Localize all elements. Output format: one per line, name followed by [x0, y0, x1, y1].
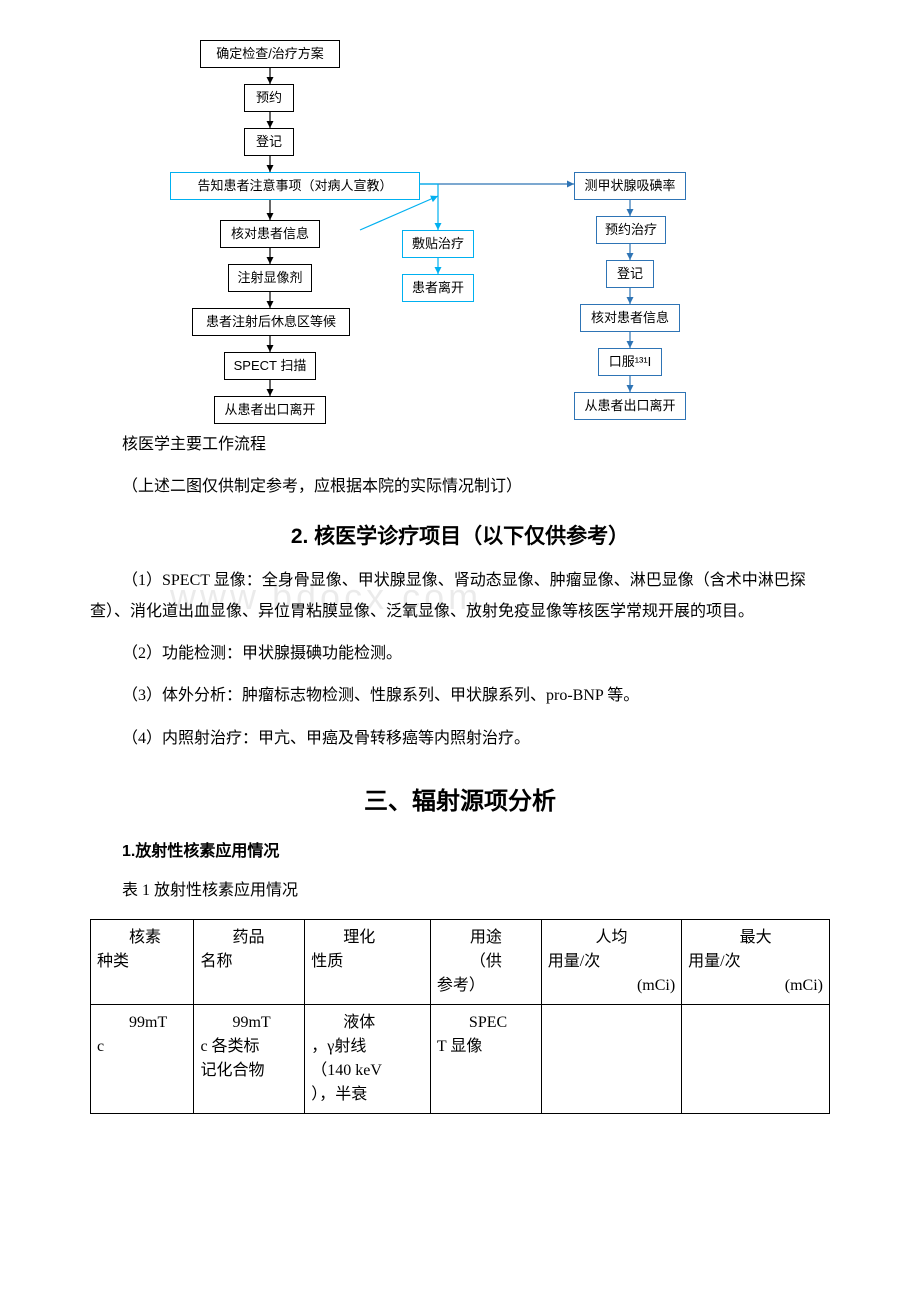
table-cell: 液体，γ射线（140 keV），半衰	[305, 1004, 431, 1113]
flow-node-n1: 确定检查/治疗方案	[200, 40, 340, 68]
flow-node-n10: 敷贴治疗	[402, 230, 474, 258]
heading-projects: 2. 核医学诊疗项目（以下仅供参考）	[90, 521, 830, 553]
table-col-4: 人均用量/次(mCi)	[541, 919, 681, 1004]
paragraph-3: （3）体外分析：肿瘤标志物检测、性腺系列、甲状腺系列、pro-BNP 等。	[90, 681, 830, 711]
flow-node-n13: 预约治疗	[596, 216, 666, 244]
subheading-1: 1.放射性核素应用情况	[90, 840, 830, 864]
paragraph-4: （4）内照射治疗：甲亢、甲癌及骨转移癌等内照射治疗。	[90, 724, 830, 754]
flow-node-n7: 患者注射后休息区等候	[192, 308, 350, 336]
table-cell	[682, 1004, 830, 1113]
nuclide-table: 核素种类 药品名称 理化性质用途（供参考）人均用量/次(mCi)最大用量/次(m…	[90, 919, 830, 1114]
table-col-3: 用途（供参考）	[430, 919, 541, 1004]
table-cell: 99mTc 各类标记化合物	[194, 1004, 305, 1113]
flow-node-n3: 登记	[244, 128, 294, 156]
flow-node-n4: 告知患者注意事项（对病人宣教）	[170, 172, 420, 200]
flow-node-n14: 登记	[606, 260, 654, 288]
flowchart-note: （上述二图仅供制定参考，应根据本院的实际情况制订）	[90, 472, 830, 502]
flow-node-n15: 核对患者信息	[580, 304, 680, 332]
table-header-row: 核素种类 药品名称 理化性质用途（供参考）人均用量/次(mCi)最大用量/次(m…	[91, 919, 830, 1004]
table-col-1: 药品名称	[194, 919, 305, 1004]
flow-node-n2: 预约	[244, 84, 294, 112]
table-body: 99mTc 99mTc 各类标记化合物 液体，γ射线（140 keV），半衰 S…	[91, 1004, 830, 1113]
heading-section-3: 三、辐射源项分析	[90, 784, 830, 820]
paragraph-1: （1）SPECT 显像：全身骨显像、甲状腺显像、肾动态显像、肿瘤显像、淋巴显像（…	[90, 566, 830, 627]
flow-node-n16: 口服¹³¹I	[598, 348, 662, 376]
flow-node-n12: 测甲状腺吸碘率	[574, 172, 686, 200]
table-col-2: 理化性质	[305, 919, 431, 1004]
table-col-0: 核素种类	[91, 919, 194, 1004]
flow-node-n5: 核对患者信息	[220, 220, 320, 248]
paragraph-2: （2）功能检测：甲状腺摄碘功能检测。	[90, 639, 830, 669]
table-row: 99mTc 99mTc 各类标记化合物 液体，γ射线（140 keV），半衰 S…	[91, 1004, 830, 1113]
flow-node-n6: 注射显像剂	[228, 264, 312, 292]
table-cell: SPECT 显像	[430, 1004, 541, 1113]
flow-node-n17: 从患者出口离开	[574, 392, 686, 420]
flowchart-caption: 核医学主要工作流程	[90, 430, 830, 460]
table-cell	[541, 1004, 681, 1113]
table-caption: 表 1 放射性核素应用情况	[90, 876, 830, 906]
flow-node-n8: SPECT 扫描	[224, 352, 316, 380]
flow-node-n11: 患者离开	[402, 274, 474, 302]
flow-node-n9: 从患者出口离开	[214, 396, 326, 424]
table-cell: 99mTc	[91, 1004, 194, 1113]
table-col-5: 最大用量/次(mCi)	[682, 919, 830, 1004]
flowchart: 确定检查/治疗方案预约登记告知患者注意事项（对病人宣教）核对患者信息注射显像剂患…	[120, 40, 760, 410]
